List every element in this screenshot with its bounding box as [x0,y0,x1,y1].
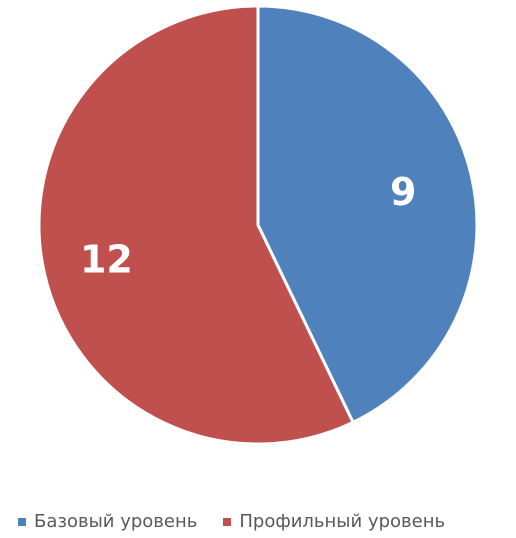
pie-slice-profile-level [37,4,356,446]
legend-swatch-profile-level [223,517,232,526]
pie-slice-base-level [256,4,479,425]
chart-legend: Базовый уровень Профильный уровень [18,511,445,532]
data-label-profile-level: 12 [80,238,133,282]
legend-label-base-level: Базовый уровень [34,511,198,532]
pie-data-labels: 9 12 [80,170,416,282]
legend-label-profile-level: Профильный уровень [239,511,446,532]
legend-swatch-base-level [18,517,26,526]
legend-item-base-level: Базовый уровень [18,511,197,532]
legend-item-profile-level: Профильный уровень [223,511,445,532]
data-label-base-level: 9 [390,170,416,214]
pie-slices [37,4,479,446]
